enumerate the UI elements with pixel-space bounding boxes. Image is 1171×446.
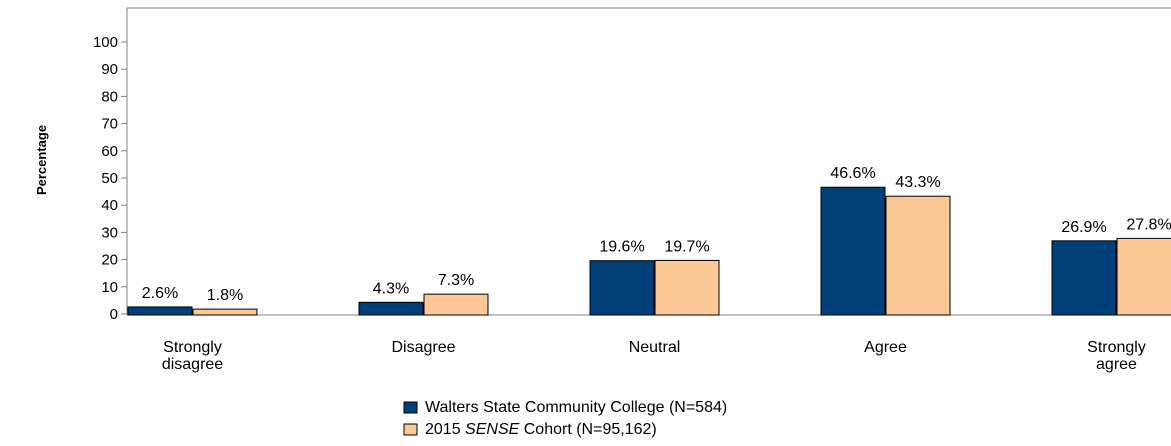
category-label: Strongly agree — [1087, 339, 1146, 373]
bar-data-label: 7.3% — [438, 272, 474, 289]
legend-entry-2: 2015 SENSE Cohort (N=95,162) — [425, 421, 657, 438]
category-label: Agree — [864, 339, 907, 356]
bar-series-2 — [1116, 237, 1171, 316]
category-label: Disagree — [391, 339, 455, 356]
y-axis: 0 10 20 30 40 50 60 70 80 90 100 — [93, 34, 127, 323]
y-axis-label: Percentage — [34, 125, 49, 195]
bar-series-2 — [192, 308, 258, 316]
y-tick-label: 80 — [101, 88, 118, 105]
bar-data-label: 26.9% — [1061, 219, 1106, 236]
y-tick-label: 50 — [101, 170, 118, 187]
y-tick-label: 70 — [101, 116, 118, 133]
category-label: Strongly disagree — [162, 339, 223, 373]
category-labels: Strongly disagree Disagree Neutral Agree Stro… — [162, 339, 1146, 373]
legend-swatch-1 — [403, 401, 418, 414]
bar-data-label: 19.6% — [599, 239, 644, 256]
y-tick-label: 10 — [101, 279, 118, 296]
bar-series-1 — [1051, 240, 1117, 316]
bar-series-2 — [885, 195, 951, 316]
legend-swatch-2 — [403, 423, 418, 436]
bar-data-label: 2.6% — [142, 285, 178, 302]
bar-series-2 — [423, 293, 489, 316]
bar-series-1 — [589, 260, 655, 316]
y-tick-label: 0 — [110, 306, 118, 323]
bar-series-2 — [654, 259, 720, 316]
bar-data-label: 4.3% — [373, 280, 409, 297]
y-tick-label: 60 — [101, 143, 118, 160]
bar-data-label: 1.8% — [207, 287, 243, 304]
bar-series-1 — [820, 186, 886, 316]
bar-data-label: 19.7% — [664, 238, 709, 255]
bars — [127, 186, 1171, 316]
bar-series-1 — [358, 301, 424, 316]
bar-data-label: 27.8% — [1126, 216, 1171, 233]
y-tick-label: 90 — [101, 61, 118, 78]
y-tick-label: 30 — [101, 224, 118, 241]
bar-series-1 — [127, 306, 193, 316]
y-tick-label: 40 — [101, 197, 118, 214]
legend: Walters State Community College (N=584) 2… — [403, 399, 727, 438]
bar-data-label: 46.6% — [830, 165, 875, 182]
legend-entry-1: Walters State Community College (N=584) — [425, 399, 727, 416]
bar-data-label: 43.3% — [895, 174, 940, 191]
y-tick-label: 20 — [101, 252, 118, 269]
y-tick-label: 100 — [93, 34, 118, 51]
bar-labels: 2.6% 1.8% 4.3% 7.3% 19.6% 19.7% 46.6% 43.3% 26.9… — [142, 165, 1171, 304]
category-label: Neutral — [629, 339, 681, 356]
